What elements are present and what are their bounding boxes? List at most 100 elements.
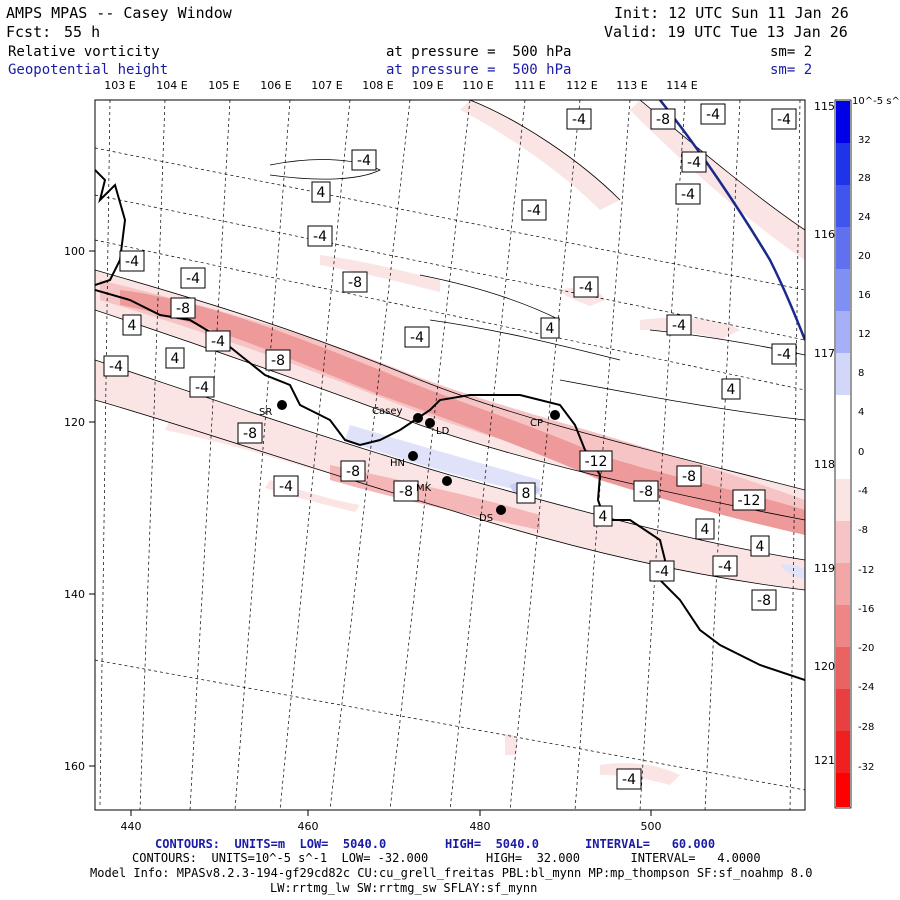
station-label: LD	[436, 426, 450, 437]
station-marker	[442, 476, 452, 486]
contour-label: -4	[313, 229, 327, 245]
colorbar-label: 16	[858, 290, 871, 301]
lon-label-112: 112 E	[566, 79, 597, 92]
field1-level: at pressure = 500 hPa	[386, 44, 572, 60]
station-label: CP	[530, 418, 543, 429]
x-tick-480: 480	[470, 820, 491, 833]
colorbar-label: 20	[858, 251, 871, 262]
contour-label: 8	[522, 486, 531, 502]
footer-radiation-info: LW:rrtmg_lw SW:rrtmg_sw SFLAY:sf_mynn	[270, 881, 538, 895]
lon-label-104: 104 E	[156, 79, 187, 92]
colorbar-label: 12	[858, 329, 871, 340]
footer-contours-height-high: HIGH= 5040.0	[445, 837, 539, 851]
contour-label: -4	[195, 380, 209, 396]
contour-label: -8	[639, 484, 653, 500]
lon-label-108: 108 E	[362, 79, 393, 92]
lon-label-107: 107 E	[311, 79, 342, 92]
contour-label: -4	[279, 479, 293, 495]
contour-label: -4	[211, 334, 225, 350]
lon-label-111: 111 E	[514, 79, 545, 92]
lon-label-110: 110 E	[462, 79, 493, 92]
colorbar-label: 8	[858, 368, 864, 379]
contour-label: -4	[357, 153, 371, 169]
colorbar-label: -32	[858, 762, 874, 773]
station-marker	[425, 418, 435, 428]
station-marker	[277, 400, 287, 410]
contour-label: 4	[546, 321, 555, 337]
x-tick-460: 460	[298, 820, 319, 833]
station-marker	[496, 505, 506, 515]
colorbar-label: -24	[858, 682, 874, 693]
contour-label: -8	[348, 275, 362, 291]
lon-label-105: 105 E	[208, 79, 239, 92]
contour-label: -4	[718, 559, 732, 575]
field1-name: Relative vorticity	[8, 44, 160, 60]
contour-label: -12	[585, 454, 608, 470]
field2-smoothing: sm= 2	[770, 62, 813, 78]
lon-label-109: 109 E	[412, 79, 443, 92]
station-marker	[408, 451, 418, 461]
latlon-grid-lines	[95, 100, 805, 810]
contour-label: -4	[687, 155, 701, 171]
contour-label: -8	[346, 464, 360, 480]
geopotential-contour	[659, 100, 805, 341]
contour-label: 4	[128, 318, 137, 334]
contour-label: -4	[527, 203, 541, 219]
contour-label: -4	[186, 271, 200, 287]
map-title: AMPS MPAS -- Casey Window	[6, 4, 232, 22]
station-label: DS	[479, 513, 493, 524]
colorbar-label: -16	[858, 604, 874, 615]
contour-label: -4	[777, 112, 791, 128]
station-label: SR	[259, 407, 272, 418]
valid-time: Valid: 19 UTC Tue 13 Jan 26	[604, 23, 848, 41]
contour-label: -12	[738, 493, 761, 509]
x-tick-500: 500	[641, 820, 662, 833]
y-tick-160: 160	[64, 760, 85, 773]
contour-label: -4	[655, 564, 669, 580]
contour-label: -4	[125, 254, 139, 270]
footer-contours-height: CONTOURS: UNITS=m LOW= 5040.0	[155, 837, 387, 851]
colorbar-label: 24	[858, 212, 871, 223]
y-tick-120: 120	[64, 416, 85, 429]
top-longitude-labels: 103 E 104 E 105 E 106 E 107 E 108 E 109 …	[104, 79, 697, 92]
colorbar-label: 32	[858, 135, 871, 146]
contour-label: -8	[656, 112, 670, 128]
station-marker	[550, 410, 560, 420]
contour-label: -8	[243, 426, 257, 442]
contour-label: 4	[701, 522, 710, 538]
contour-label: -8	[399, 484, 413, 500]
colorbar-label: -4	[858, 486, 868, 497]
y-tick-140: 140	[64, 588, 85, 601]
station-label: HN	[390, 458, 405, 469]
lon-label-114: 114 E	[666, 79, 697, 92]
contour-label: -8	[271, 353, 285, 369]
contour-label: -4	[410, 330, 424, 346]
lon-label-103: 103 E	[104, 79, 135, 92]
colorbar-label: -20	[858, 643, 874, 654]
station-marker	[413, 413, 423, 423]
forecast-label: Fcst:	[6, 23, 52, 41]
lon-label-106: 106 E	[260, 79, 291, 92]
station-label: MK	[416, 483, 432, 494]
colorbar-label: -8	[858, 525, 868, 536]
contour-label: -4	[777, 347, 791, 363]
contour-label: 4	[171, 351, 180, 367]
contour-labels: -4 -8 -4 -4 -4 4 -4 -4 -4 -4 -8 -4 -8 4 …	[103, 103, 797, 790]
field2-name: Geopotential height	[8, 62, 169, 78]
colorbar-label: -12	[858, 565, 874, 576]
contour-label: 4	[756, 539, 765, 555]
stations: SR Casey LD CP HN MK DS	[259, 400, 560, 524]
colorbar-unit: 10^-5 s^-1	[852, 96, 900, 107]
contour-label: -8	[682, 469, 696, 485]
contour-label: -4	[579, 280, 593, 296]
footer-contours-vorticity: CONTOURS: UNITS=10^-5 s^-1 LOW= -32.000 …	[132, 851, 761, 865]
contour-label: 4	[727, 382, 736, 398]
x-tick-440: 440	[121, 820, 142, 833]
contour-label: -4	[622, 772, 636, 788]
colorbar-label: 0	[858, 447, 864, 458]
contour-label: -4	[572, 112, 586, 128]
contour-label: 4	[599, 509, 608, 525]
contour-label: 4	[317, 185, 326, 201]
colorbar: 10^-5 s^-1 32 28 24 20 16 12 8 4 0 -4 -8…	[834, 96, 900, 809]
